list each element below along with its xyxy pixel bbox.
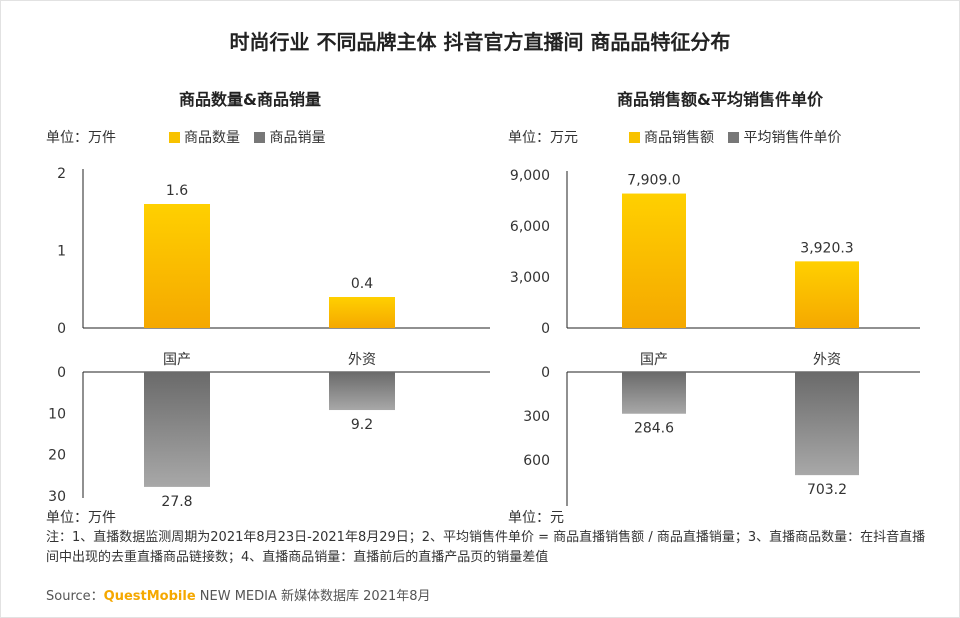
legend-swatch-gray bbox=[254, 132, 266, 143]
figure-title: 时尚行业 不同品牌主体 抖音官方直播间 商品品特征分布 bbox=[229, 30, 731, 54]
y-tick-label-bottom: 0 bbox=[57, 365, 66, 381]
bar-平均销售件单价 bbox=[795, 372, 859, 476]
y-tick-label-top: 0 bbox=[541, 321, 550, 337]
right-unit-bottom: 单位：元 bbox=[508, 510, 564, 526]
footnote: 注：1、直播数据监测周期为2021年8月23日-2021年8月29日；2、平均销… bbox=[46, 530, 926, 565]
legend-swatch-gold bbox=[169, 132, 180, 143]
legend-swatch-gold bbox=[629, 132, 640, 143]
bar-商品销量 bbox=[144, 372, 210, 487]
left-unit-bottom: 单位：万件 bbox=[46, 510, 116, 526]
y-tick-label-top: 1 bbox=[57, 244, 66, 260]
bar-商品销售额 bbox=[795, 261, 859, 328]
y-tick-label-bottom: 600 bbox=[523, 453, 550, 469]
y-tick-label-top: 0 bbox=[57, 321, 66, 337]
y-tick-label-bottom: 300 bbox=[523, 409, 550, 425]
y-tick-label-bottom: 20 bbox=[48, 448, 66, 464]
legend-item-unit-price: 平均销售件单价 bbox=[728, 130, 841, 146]
data-label-bottom: 27.8 bbox=[161, 494, 192, 510]
bar-平均销售件单价 bbox=[622, 372, 686, 414]
data-label-bottom: 9.2 bbox=[351, 417, 373, 433]
legend-item-volume: 商品销量 bbox=[254, 130, 325, 146]
bar-商品数量 bbox=[329, 297, 395, 328]
data-label-top: 0.4 bbox=[351, 276, 373, 292]
right-subtitle: 商品销售额&平均销售件单价 bbox=[617, 90, 823, 109]
data-label-top: 7,909.0 bbox=[627, 173, 680, 189]
y-tick-label-bottom: 30 bbox=[48, 489, 66, 505]
left-legend: 商品数量 商品销量 bbox=[169, 127, 335, 147]
bar-商品销售额 bbox=[622, 193, 686, 328]
source-suffix: NEW MEDIA 新媒体数据库 2021年8月 bbox=[195, 589, 431, 604]
legend-label-count: 商品数量 bbox=[184, 130, 240, 146]
left-unit-top: 单位：万件 bbox=[46, 130, 116, 146]
legend-label-unit-price: 平均销售件单价 bbox=[743, 130, 842, 146]
y-tick-label-top: 3,000 bbox=[510, 270, 550, 286]
bar-商品数量 bbox=[144, 204, 210, 328]
y-tick-label-bottom: 0 bbox=[541, 365, 550, 381]
legend-label-volume: 商品销量 bbox=[269, 130, 326, 146]
legend-swatch-gray bbox=[728, 132, 740, 143]
right-legend: 商品销售额 平均销售件单价 bbox=[629, 127, 851, 147]
data-label-bottom: 703.2 bbox=[807, 482, 847, 498]
x-category-label: 国产 bbox=[640, 352, 668, 368]
y-tick-label-top: 2 bbox=[57, 166, 66, 182]
source-brand: QuestMobile bbox=[103, 589, 196, 604]
left-subtitle: 商品数量&商品销量 bbox=[179, 90, 321, 109]
y-tick-label-top: 6,000 bbox=[510, 219, 550, 235]
legend-item-sales: 商品销售额 bbox=[629, 130, 714, 146]
data-label-top: 3,920.3 bbox=[800, 240, 853, 256]
y-tick-label-bottom: 10 bbox=[48, 406, 66, 422]
legend-item-count: 商品数量 bbox=[169, 130, 240, 146]
bar-商品销量 bbox=[329, 372, 395, 411]
legend-label-sales: 商品销售额 bbox=[644, 130, 714, 146]
x-category-label: 国产 bbox=[163, 352, 191, 368]
y-tick-label-top: 9,000 bbox=[510, 168, 550, 184]
x-category-label: 外资 bbox=[813, 352, 841, 368]
source-prefix: Source： bbox=[46, 589, 104, 604]
source-line: Source：QuestMobile NEW MEDIA 新媒体数据库 2021… bbox=[46, 585, 431, 604]
right-unit-top: 单位：万元 bbox=[508, 130, 578, 146]
x-category-label: 外资 bbox=[348, 352, 376, 368]
data-label-bottom: 284.6 bbox=[634, 421, 674, 437]
data-label-top: 1.6 bbox=[166, 183, 188, 199]
